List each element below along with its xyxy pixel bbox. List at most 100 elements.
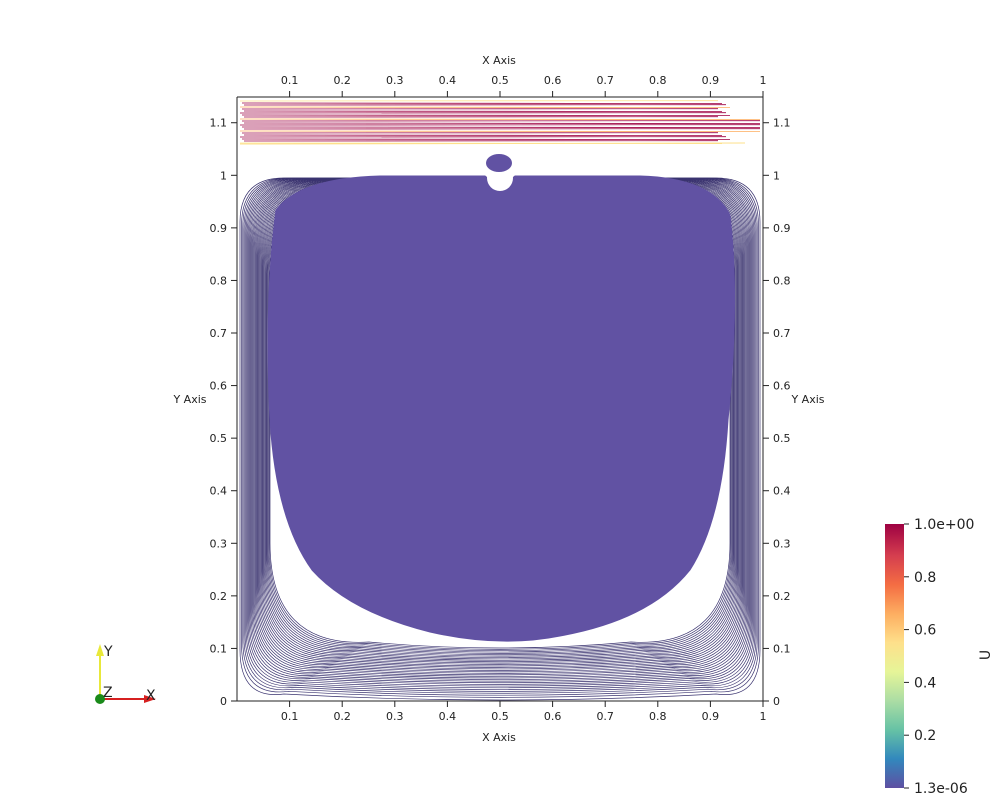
x-tick-label-top: 0.9: [702, 74, 720, 87]
x-tick-label-top: 0.7: [596, 74, 614, 87]
contour-line: [256, 179, 744, 671]
x-tick-label-bottom: 0.6: [544, 710, 562, 723]
x-axis-title-top: X Axis: [482, 54, 516, 67]
x-tick-label-bottom: 0.5: [491, 710, 509, 723]
orientation-y-arrowhead: [96, 644, 104, 656]
y-tick-label-right: 0.7: [773, 327, 791, 340]
colorbar-tick-label: 0.8: [914, 570, 936, 586]
contour-line: [264, 180, 736, 658]
y-tick-label-right: 1.1: [773, 117, 791, 130]
contour-line: [258, 179, 742, 668]
orientation-z-label: Z: [103, 685, 113, 701]
colorbar-tick-label: 0.2: [914, 728, 936, 744]
y-tick-label-left: 0.1: [210, 642, 228, 655]
contour-line: [262, 179, 738, 661]
contour-line: [259, 179, 741, 667]
x-tick-label-top: 0.8: [649, 74, 667, 87]
contour-line: [247, 178, 753, 687]
y-tick-label-right: 0.4: [773, 485, 791, 498]
x-tick-label-top: 0.1: [281, 74, 299, 87]
contour-line: [255, 179, 745, 673]
x-tick-label-top: 1: [760, 74, 767, 87]
y-tick-label-left: 0.7: [210, 327, 228, 340]
contour-line: [245, 178, 755, 690]
x-axis-title-bottom: X Axis: [482, 731, 516, 744]
top-band-contour: [243, 110, 723, 112]
y-tick-label-right: 0.1: [773, 642, 791, 655]
x-tick-label-bottom: 0.9: [702, 710, 720, 723]
colorbar-tick-label: 0.4: [914, 675, 936, 691]
top-band-contour: [241, 138, 731, 141]
cube-axes: 0.1 0.1 0.2 0.2 0.3 0.3 0.4 0.4 0.5 0.5 0.6 0.6 0.7 0…: [210, 74, 791, 723]
y-tick-label-right: 0.2: [773, 590, 791, 603]
y-tick-label-right: 0: [773, 695, 780, 708]
contour-line: [246, 178, 754, 689]
y-tick-label-right: 0.3: [773, 537, 791, 550]
contour-line: [249, 178, 751, 684]
y-tick-label-right: 0.5: [773, 432, 791, 445]
top-band-contour: [243, 134, 723, 137]
contour-line: [263, 180, 737, 660]
low-velocity-region: [267, 175, 736, 642]
y-axis-title-right: Y Axis: [790, 393, 824, 406]
contour-line: [243, 178, 757, 694]
y-tick-label-left: 0.8: [210, 274, 228, 287]
contour-line: [253, 179, 747, 677]
top-band-contour: [241, 126, 761, 128]
plot-area: [239, 100, 761, 701]
contour-line: [261, 179, 739, 663]
y-tick-label-right: 1: [773, 169, 780, 182]
colorbar-gradient: [885, 524, 904, 788]
top-band-contour: [239, 142, 746, 145]
x-tick-label-bottom: 0.2: [333, 710, 351, 723]
orientation-x-arrowhead: [144, 695, 156, 703]
top-band-contour: [241, 114, 731, 116]
contour-line: [248, 178, 752, 685]
colorbar-min-label: 1.3e-06: [914, 781, 968, 797]
top-notch: [487, 165, 513, 191]
top-band-contour: [243, 122, 761, 124]
colorbar-tick-label: 0.6: [914, 623, 936, 639]
top-band-contour: [239, 130, 761, 133]
color-legend: 1.0e+00 1.3e-06 0.2 0.4 0.6 0.8 U: [885, 517, 994, 797]
x-tick-label-top: 0.5: [491, 74, 509, 87]
contour-line: [252, 178, 748, 679]
contour-line: [260, 179, 740, 664]
x-tick-label-bottom: 1: [760, 710, 767, 723]
orientation-z-axis: [95, 694, 105, 704]
top-band-contour: [241, 102, 723, 104]
x-tick-label-bottom: 0.4: [439, 710, 457, 723]
colorbar-max-label: 1.0e+00: [914, 517, 974, 533]
y-tick-label-right: 0.8: [773, 274, 791, 287]
x-tick-label-bottom: 0.3: [386, 710, 404, 723]
y-tick-label-left: 1.1: [210, 117, 228, 130]
contour-line: [251, 178, 749, 680]
y-tick-label-right: 0.9: [773, 222, 791, 235]
x-tick-label-top: 0.6: [544, 74, 562, 87]
contour-line: [242, 177, 758, 696]
contour-line: [250, 178, 750, 682]
small-blob: [486, 154, 512, 172]
y-tick-label-left: 0.6: [210, 380, 228, 393]
colorbar-title: U: [978, 650, 994, 660]
top-band-contour: [239, 106, 731, 108]
contour-line: [260, 179, 740, 665]
x-tick-label-bottom: 0.8: [649, 710, 667, 723]
contour-line: [241, 177, 759, 698]
y-tick-label-left: 0.9: [210, 222, 228, 235]
x-tick-label-bottom: 0.7: [596, 710, 614, 723]
x-tick-label-top: 0.3: [386, 74, 404, 87]
orientation-y-label: Y: [103, 644, 113, 660]
y-tick-label-left: 0.3: [210, 537, 228, 550]
top-band-contour: [239, 118, 761, 120]
contour-line: [239, 177, 761, 701]
contour-line: [254, 179, 746, 674]
orientation-axes-widget: Y X Z: [95, 644, 156, 704]
orientation-x-label: X: [146, 688, 156, 704]
y-tick-label-left: 0: [220, 695, 227, 708]
y-axis-title-left: Y Axis: [172, 393, 206, 406]
y-tick-label-left: 1: [220, 169, 227, 182]
contour-line: [244, 178, 756, 692]
contour-line: [257, 179, 743, 670]
